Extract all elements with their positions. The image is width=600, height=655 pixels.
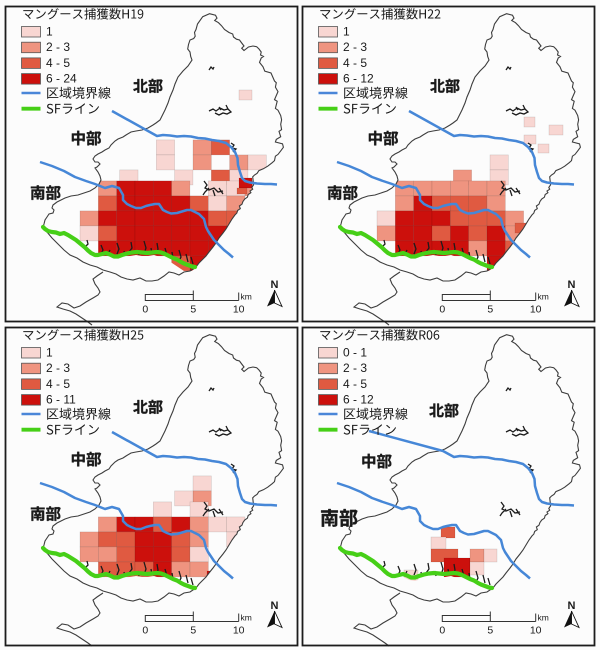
svg-text:5: 5 [190,625,196,637]
svg-text:2 - 3: 2 - 3 [46,40,70,54]
svg-text:4 - 5: 4 - 5 [46,377,70,391]
svg-text:N: N [271,279,279,291]
svg-text:0: 0 [439,625,445,637]
svg-text:N: N [271,600,279,612]
svg-text:0 - 1: 0 - 1 [343,346,367,360]
svg-text:5: 5 [487,304,493,316]
svg-text:km: km [241,613,252,623]
svg-text:2 - 3: 2 - 3 [343,40,367,54]
svg-text:2 - 3: 2 - 3 [46,361,70,375]
svg-text:6 - 12: 6 - 12 [343,72,374,86]
svg-text:6 - 11: 6 - 11 [46,393,76,407]
svg-text:N: N [568,600,576,612]
svg-text:4 - 5: 4 - 5 [46,56,70,70]
svg-text:6 - 24: 6 - 24 [46,72,77,86]
svg-text:N: N [568,279,576,291]
svg-text:0: 0 [142,304,148,316]
svg-text:6 - 12: 6 - 12 [343,393,374,407]
svg-text:2 - 3: 2 - 3 [343,361,367,375]
svg-text:5: 5 [487,625,493,637]
svg-text:0: 0 [142,625,148,637]
svg-text:km: km [538,292,549,302]
svg-text:5: 5 [190,304,196,316]
svg-text:4 - 5: 4 - 5 [343,377,367,391]
svg-text:10: 10 [530,625,542,637]
svg-text:4 - 5: 4 - 5 [343,56,367,70]
svg-text:10: 10 [233,625,245,637]
svg-text:1: 1 [343,25,350,39]
svg-text:1: 1 [46,25,53,39]
svg-text:10: 10 [530,304,542,316]
svg-text:km: km [538,613,549,623]
svg-text:10: 10 [233,304,245,316]
svg-text:0: 0 [439,304,445,316]
svg-text:1: 1 [46,346,53,360]
svg-text:km: km [241,292,252,302]
